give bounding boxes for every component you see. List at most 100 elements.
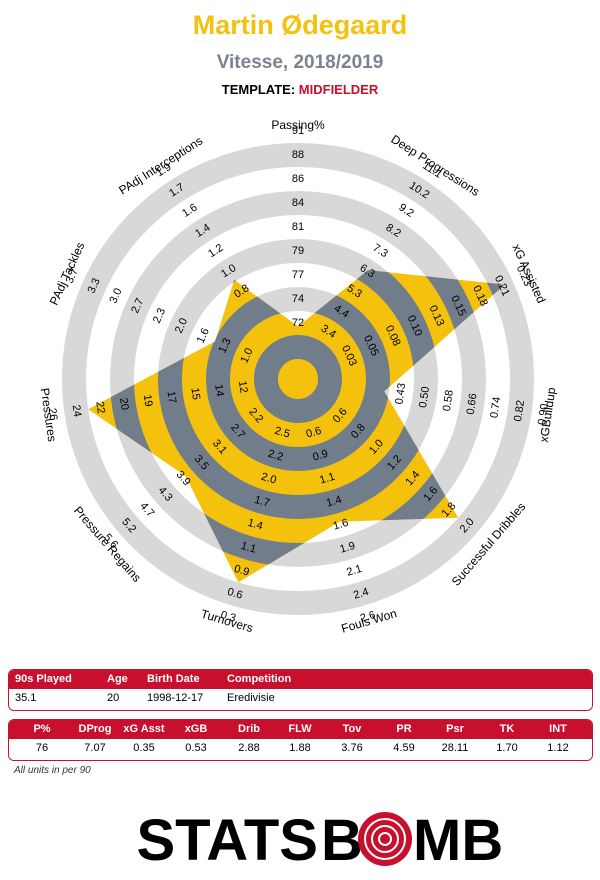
info-value-cell: 35.1 <box>15 692 37 704</box>
radar-tick-label: 1.6 <box>195 326 212 345</box>
radar-tick-label: 0.3 <box>219 609 237 625</box>
stats-header-cell: DProg <box>78 723 112 735</box>
radar-tick-label: 1.3 <box>216 336 233 355</box>
radar-tick-label: 2.6 <box>359 609 377 625</box>
radar-tick-label: 15 <box>188 387 202 401</box>
radar-tick-label: 72 <box>292 317 304 329</box>
radar-tick-label: 0.66 <box>465 393 480 416</box>
radar-tick-label: 0.9 <box>233 563 251 579</box>
radar-tick-label: 17 <box>165 390 179 404</box>
radar-tick-label: 0.6 <box>226 586 244 602</box>
radar-tick-label: 3.0 <box>107 286 124 305</box>
info-table-header: 90s Played Age Birth Date Competition <box>9 670 592 689</box>
radar-tick-label: 0.90 <box>536 403 551 426</box>
radar-tick-label: 84 <box>292 197 304 209</box>
stats-value-cell: 28.11 <box>441 742 469 754</box>
radar-polygon-band <box>254 335 342 423</box>
radar-tick-label: 1.4 <box>246 517 264 533</box>
radar-tick-label: 20 <box>117 397 131 411</box>
info-value-cell: 20 <box>107 692 120 704</box>
radar-ring <box>62 143 534 615</box>
radar-tick-label: 2.3 <box>151 306 168 325</box>
stats-header-cell: Drib <box>238 723 260 735</box>
radar-ring <box>110 191 486 567</box>
logo-text-mb: MB <box>413 808 503 870</box>
radar-tick-label: 86 <box>292 173 304 185</box>
info-header-cell: Competition <box>227 673 292 685</box>
stats-value-cell: 1.70 <box>496 742 518 754</box>
player-name: Martin Ødegaard <box>192 10 408 40</box>
radar-center <box>278 359 318 399</box>
logo-target-icon <box>358 812 412 866</box>
radar-tick-label: 3.3 <box>86 276 103 295</box>
radar-tick-label: 74 <box>292 293 304 305</box>
stats-header-cell: INT <box>549 723 567 735</box>
info-value-cell: Eredivisie <box>227 692 275 704</box>
stats-value-cell: 4.59 <box>393 742 415 754</box>
radar-tick-label: 0.58 <box>441 389 456 412</box>
stats-header-cell: FLW <box>288 723 312 735</box>
stats-value-cell: 1.12 <box>547 742 569 754</box>
radar-tick-label: 79 <box>292 245 304 257</box>
template-line: TEMPLATE: MIDFIELDER <box>0 82 600 97</box>
radar-chart: 727477798184868891Passing%3.44.45.36.37.… <box>38 118 559 636</box>
radar-axis-label: xGBuildup <box>537 386 559 443</box>
stats-value-cell: 1.88 <box>289 742 311 754</box>
stats-value-cell: 2.88 <box>238 742 260 754</box>
radar-tick-label: 0.74 <box>488 396 503 419</box>
stats-header-cell: xG Asst <box>123 723 165 735</box>
radar-tick-label: 12 <box>236 380 250 394</box>
radar-tick-label: 88 <box>292 149 304 161</box>
radar-tick-label: 2.2 <box>266 448 284 464</box>
info-header-cell: 90s Played <box>15 673 72 685</box>
radar-tick-label: 0.9 <box>311 448 329 464</box>
logo-text-stats: STATS <box>136 808 318 870</box>
radar-tick-label: 1.0 <box>238 346 255 365</box>
logo-text-b: B <box>321 808 363 870</box>
info-value-cell: 1998-12-17 <box>147 692 204 704</box>
stats-header-cell: Tov <box>342 723 362 735</box>
stats-header-cell: PR <box>396 723 412 735</box>
player-info-table: 90s Played Age Birth Date Competition 35… <box>8 669 593 711</box>
info-header-cell: Birth Date <box>147 673 200 685</box>
radar-tick-label: 2.0 <box>260 471 278 487</box>
player-stats-table: P% DProg xG Asst xGB Drib FLW Tov PR Psr… <box>8 719 593 761</box>
radar-tick-label: 26 <box>46 407 60 421</box>
stats-value-cell: 76 <box>35 742 49 754</box>
radar-tick-label: 2.0 <box>173 316 190 335</box>
stats-header-cell: Psr <box>446 723 464 735</box>
statsbomb-logo: STATS B MB <box>136 808 503 870</box>
radar-tick-label: 1.4 <box>325 494 343 510</box>
stats-header-cell: P% <box>33 723 51 735</box>
radar-tick-label: 1.6 <box>332 517 350 533</box>
radar-tick-label: 2.7 <box>129 296 146 315</box>
radar-tick-label: 0.82 <box>512 399 527 422</box>
radar-tick-label: 77 <box>292 269 304 281</box>
stats-value-cell: 3.76 <box>341 742 363 754</box>
stats-header-cell: TK <box>499 723 515 735</box>
stats-value-cell: 0.35 <box>133 742 155 754</box>
radar-tick-label: 2.4 <box>352 586 370 602</box>
radar-axis-label: Pressures <box>38 387 60 442</box>
radar-tick-label: 0.6 <box>305 425 323 441</box>
radar-tick-label: 2.1 <box>345 563 363 579</box>
radar-tick-label: 0.43 <box>393 382 408 405</box>
radar-tick-label: 14 <box>212 383 226 397</box>
radar-tick-label: 91 <box>292 125 304 137</box>
team-season: Vitesse, 2018/2019 <box>216 52 384 73</box>
stats-table-header: P% DProg xG Asst xGB Drib FLW Tov PR Psr… <box>9 720 592 739</box>
radar-tick-label: 1.1 <box>318 471 336 487</box>
stats-table-row: 76 7.07 0.35 0.53 2.88 1.88 3.76 4.59 28… <box>9 739 592 760</box>
radar-tick-label: 19 <box>141 394 155 408</box>
stats-header-cell: xGB <box>184 723 208 735</box>
units-footnote: All units in per 90 <box>14 765 91 776</box>
radar-tick-label: 1.9 <box>339 540 357 556</box>
radar-tick-label: 0.50 <box>417 386 432 409</box>
info-table-row: 35.1 20 1998-12-17 Eredivisie <box>9 689 592 710</box>
template-value: MIDFIELDER <box>298 82 379 97</box>
radar-tick-label: 2.5 <box>273 425 291 441</box>
stats-value-cell: 0.53 <box>185 742 207 754</box>
radar-tick-label: 1.7 <box>253 494 271 510</box>
radar-tick-label: 3.7 <box>64 266 81 285</box>
radar-ring <box>86 167 510 591</box>
